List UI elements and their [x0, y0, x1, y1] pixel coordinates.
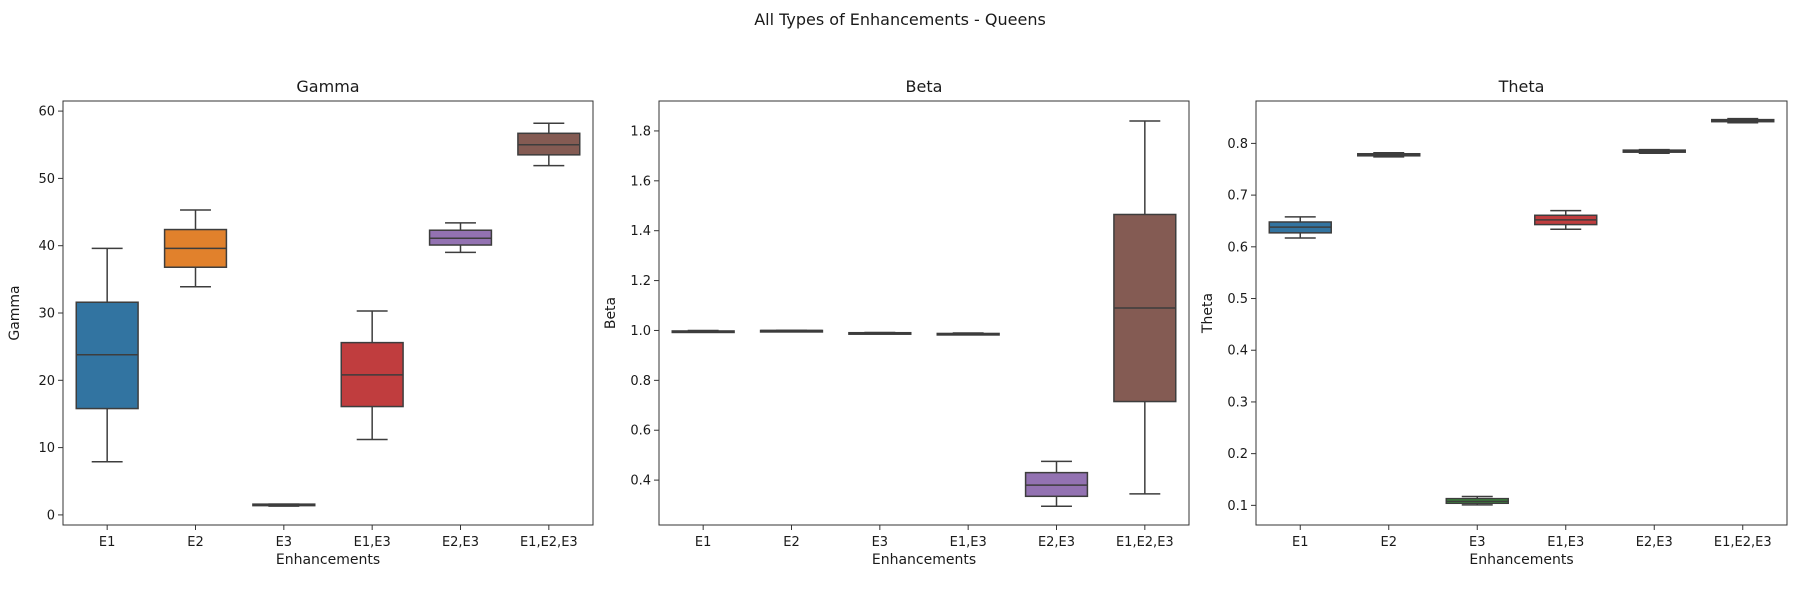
box-E1,E3: [340, 310, 404, 441]
x-tick-label: E2,E3: [1636, 535, 1673, 550]
y-tick-label: 0.8: [630, 374, 651, 389]
x-tick-label: E3: [276, 535, 293, 550]
box-E2,E3: [428, 222, 493, 254]
y-tick-label: 40: [38, 239, 55, 254]
box-E2: [759, 329, 824, 333]
x-axis-label: Enhancements: [1469, 552, 1573, 568]
chart-title: Gamma: [296, 77, 359, 96]
x-tick-label: E1,E3: [354, 535, 391, 550]
box-E1: [1268, 216, 1332, 239]
y-tick-label: 60: [38, 105, 55, 120]
box-E2: [163, 209, 228, 288]
figure-suptitle: All Types of Enhancements - Queens: [754, 10, 1046, 29]
box-E2: [1357, 151, 1421, 158]
box-E2,E3: [1024, 460, 1089, 508]
x-tick-label: E2,E3: [1038, 535, 1075, 550]
y-tick-label: 0.5: [1227, 292, 1248, 307]
y-tick-label: 0.7: [1227, 189, 1248, 204]
box-E3: [252, 503, 316, 507]
x-tick-label: E2: [1381, 535, 1398, 550]
x-tick-label: E1,E2,E3: [1714, 535, 1772, 550]
y-tick-label: 0.4: [630, 474, 651, 489]
y-tick-label: 0.6: [630, 424, 651, 439]
y-tick-label: 0.6: [1227, 240, 1248, 255]
plot-frame: [658, 100, 1190, 526]
x-axis-label: Enhancements: [872, 552, 976, 568]
plot-frame: [1255, 100, 1788, 526]
x-tick-label: E1,E2,E3: [520, 535, 578, 550]
y-tick-label: 1.8: [630, 124, 651, 139]
box-E1,E2,E3: [517, 122, 581, 167]
y-tick-label: 1.6: [630, 174, 651, 189]
y-tick-label: 50: [38, 172, 55, 187]
plot-frame: [62, 100, 594, 526]
x-tick-label: E3: [1469, 535, 1486, 550]
chart-panel-1: Gamma 0 10 20 30 40 50 60 E1 E2 E3 E1,E3 E2,E3 E1,E2,…: [7, 77, 594, 568]
x-tick-label: E3: [872, 535, 889, 550]
box-E3: [1445, 495, 1509, 506]
box-E3: [848, 331, 912, 335]
x-tick-label: E2: [783, 535, 800, 550]
y-tick-label: 30: [38, 307, 55, 322]
x-tick-label: E1,E3: [950, 535, 987, 550]
y-axis-label: Beta: [603, 297, 619, 329]
x-tick-label: E1: [695, 535, 712, 550]
x-tick-label: E2: [187, 535, 204, 550]
y-tick-label: 0: [47, 508, 55, 523]
box-E1,E2,E3: [1711, 117, 1775, 124]
box-E1,E2,E3: [1113, 120, 1177, 495]
y-tick-label: 10: [38, 441, 55, 456]
y-axis-label: Theta: [1200, 293, 1216, 334]
chart-title: Beta: [906, 77, 943, 96]
chart-panel-2: Beta 0.4 0.6 0.8 1.0 1.2 1.4 1.6 1.8 E1 E2 E3 E1,E3 E…: [603, 77, 1190, 568]
box-E1,E3: [1534, 209, 1598, 230]
box-E1: [671, 329, 735, 334]
box-E1: [75, 247, 139, 463]
box-E1,E3: [936, 332, 1000, 336]
y-axis-label: Gamma: [7, 285, 23, 340]
x-tick-label: E1,E3: [1547, 535, 1584, 550]
x-tick-label: E2,E3: [442, 535, 479, 550]
y-tick-label: 0.1: [1227, 499, 1248, 514]
x-tick-label: E1: [1292, 535, 1309, 550]
y-tick-label: 1.4: [630, 224, 651, 239]
y-tick-label: 1.2: [630, 274, 651, 289]
charts-container: Gamma 0 10 20 30 40 50 60 E1 E2 E3 E1,E3 E2,E3 E1,E2,…: [7, 77, 1788, 568]
x-tick-label: E1: [99, 535, 116, 550]
y-tick-label: 1.0: [630, 324, 651, 339]
y-tick-label: 0.8: [1227, 137, 1248, 152]
x-axis-label: Enhancements: [276, 552, 380, 568]
chart-title: Theta: [1498, 77, 1545, 96]
chart-panel-3: Theta 0.1 0.2 0.3 0.4 0.5 0.6 0.7 0.8 E1 E2 E3 E1,E3…: [1200, 77, 1788, 568]
y-tick-label: 0.2: [1227, 447, 1248, 462]
x-tick-label: E1,E2,E3: [1116, 535, 1174, 550]
box-E2,E3: [1622, 148, 1686, 154]
y-tick-label: 0.4: [1227, 344, 1248, 359]
y-tick-label: 0.3: [1227, 395, 1248, 410]
y-tick-label: 20: [38, 374, 55, 389]
